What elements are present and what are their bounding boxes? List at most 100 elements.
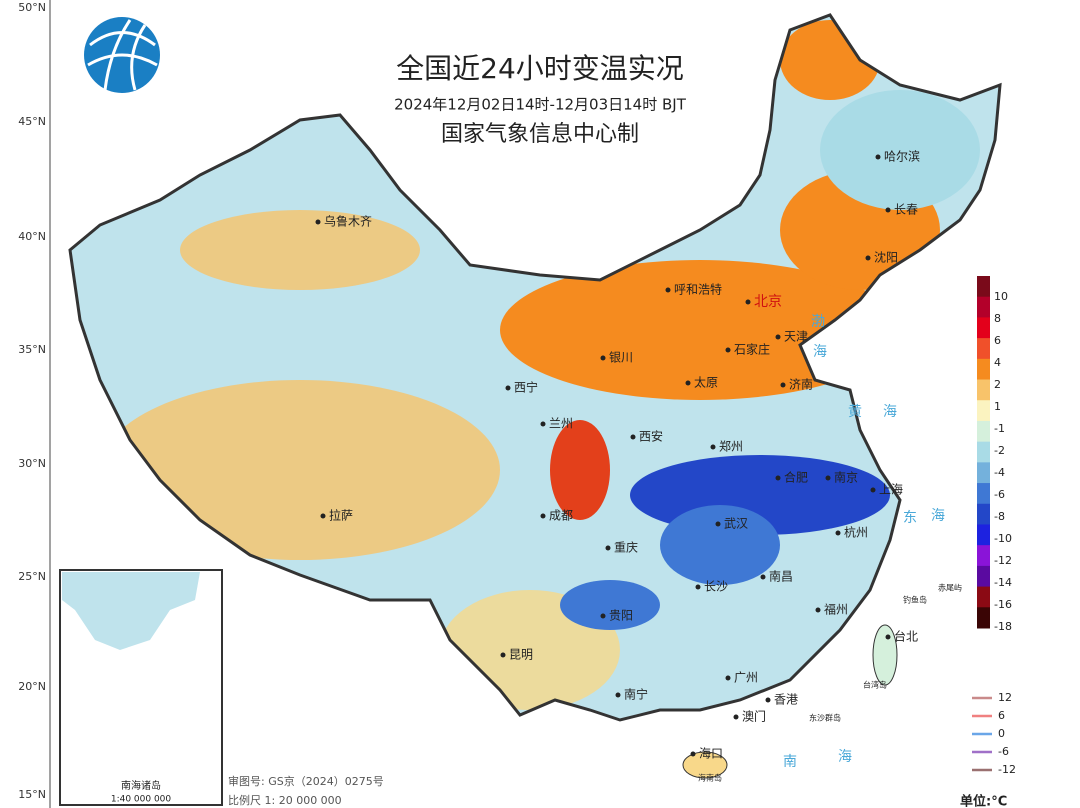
city-label: 广州: [734, 671, 758, 685]
city-label: 澳门: [742, 709, 766, 724]
city-label: 上海: [879, 482, 903, 497]
legend-swatch: [977, 441, 990, 463]
legend-label: -12: [994, 554, 1012, 567]
city-dot: [505, 385, 511, 391]
city-label: 乌鲁木齐: [324, 214, 372, 229]
city-dot: [775, 475, 781, 481]
city-dot: [760, 574, 766, 580]
city-label: 台湾岛: [863, 680, 887, 690]
legend-swatch: [977, 462, 990, 484]
latitude-label: 35°N: [18, 343, 46, 356]
city-label: 武汉: [724, 517, 748, 531]
city-label: 成都: [549, 509, 573, 523]
legend-label: -1: [994, 422, 1005, 435]
city-label: 贵阳: [609, 609, 633, 623]
sea-label: 东: [903, 510, 917, 526]
city-label: 东沙群岛: [809, 713, 841, 723]
approval-number: 审图号: GS京（2024）0275号: [228, 774, 384, 788]
city-label: 西宁: [514, 380, 538, 395]
city-label: 海南岛: [698, 773, 722, 783]
line-legend-label: -6: [998, 745, 1009, 758]
legend-label: -16: [994, 598, 1012, 611]
legend-label: 8: [994, 312, 1001, 325]
city-dot: [500, 652, 506, 658]
city-label: 济南: [789, 377, 813, 392]
legend-label: 2: [994, 378, 1001, 391]
city-label: 钓鱼岛: [903, 595, 927, 605]
city-label: 长沙: [704, 580, 728, 594]
city-dot: [725, 347, 731, 353]
city-dot: [540, 513, 546, 519]
city-label: 昆明: [509, 648, 533, 662]
legend-swatch: [977, 400, 990, 422]
city-dot: [780, 382, 786, 388]
legend-swatch: [977, 545, 990, 567]
legend-label: 6: [994, 334, 1001, 347]
city-label: 台北: [894, 629, 918, 644]
sea-label: 黄: [848, 403, 862, 420]
latitude-label: 50°N: [18, 1, 46, 14]
city-dot: [540, 421, 546, 427]
legend-swatch: [977, 358, 990, 381]
legend-label: 4: [994, 356, 1001, 369]
legend-label: -14: [994, 576, 1012, 589]
city-label: 西安: [639, 429, 663, 444]
legend-swatch: [977, 276, 990, 298]
line-legend-label: 12: [998, 691, 1012, 704]
city-dot: [725, 675, 731, 681]
map-scale: 比例尺 1: 20 000 000: [228, 793, 342, 807]
title: 全国近24小时变温实况: [396, 52, 684, 85]
legend-label: 1: [994, 400, 1001, 413]
city-label: 南宁: [624, 687, 648, 702]
city-dot: [605, 545, 611, 551]
city-dot: [835, 530, 841, 536]
city-label: 重庆: [614, 541, 638, 555]
city-dot: [775, 334, 781, 340]
legend-swatch: [977, 296, 990, 318]
latitude-label: 45°N: [18, 115, 46, 128]
city-dot: [885, 207, 891, 213]
city-dot: [865, 255, 871, 261]
city-label: 北京: [754, 294, 782, 310]
latitude-label: 30°N: [18, 457, 46, 470]
line-legend-label: 0: [998, 727, 1005, 740]
city-label: 石家庄: [734, 342, 770, 357]
city-label: 郑州: [719, 439, 743, 454]
sea-label: 海: [931, 508, 945, 524]
legend-swatch: [977, 565, 990, 588]
line-legend-label: -12: [998, 763, 1016, 776]
latitude-label: 40°N: [18, 230, 46, 243]
latitude-label: 15°N: [18, 788, 46, 801]
city-dot: [733, 714, 739, 720]
taiwan: [872, 624, 898, 686]
legend-swatch: [977, 420, 990, 443]
sea-label: 南: [783, 754, 797, 770]
legend-label: -6: [994, 488, 1005, 501]
sea-label: 渤: [811, 314, 825, 330]
legend-swatch: [977, 503, 990, 525]
inset-title: 南海诸岛: [121, 779, 161, 792]
inset-land: [62, 572, 200, 650]
city-label: 哈尔滨: [884, 149, 920, 164]
city-dot: [615, 692, 621, 698]
legend-label: -8: [994, 510, 1005, 523]
city-dot: [875, 154, 881, 160]
legend-swatch: [977, 338, 990, 360]
legend-swatch: [977, 607, 990, 629]
country-border: [68, 13, 1002, 722]
city-dot: [685, 380, 691, 386]
city-dot: [665, 287, 671, 293]
city-dot: [600, 355, 606, 361]
legend-label: -18: [994, 620, 1012, 633]
city-label: 南京: [834, 470, 858, 485]
producer: 国家气象信息中心制: [441, 122, 639, 147]
sea-label: 海: [883, 404, 897, 420]
city-dot: [825, 475, 831, 481]
city-dot: [815, 607, 821, 613]
city-dot: [600, 613, 606, 619]
city-dot: [885, 634, 891, 640]
latitude-label: 25°N: [18, 570, 46, 583]
legend-label: -10: [994, 532, 1012, 545]
city-label: 银川: [609, 351, 633, 365]
subtitle: 2024年12月02日14时-12月03日14时 BJT: [394, 96, 687, 114]
